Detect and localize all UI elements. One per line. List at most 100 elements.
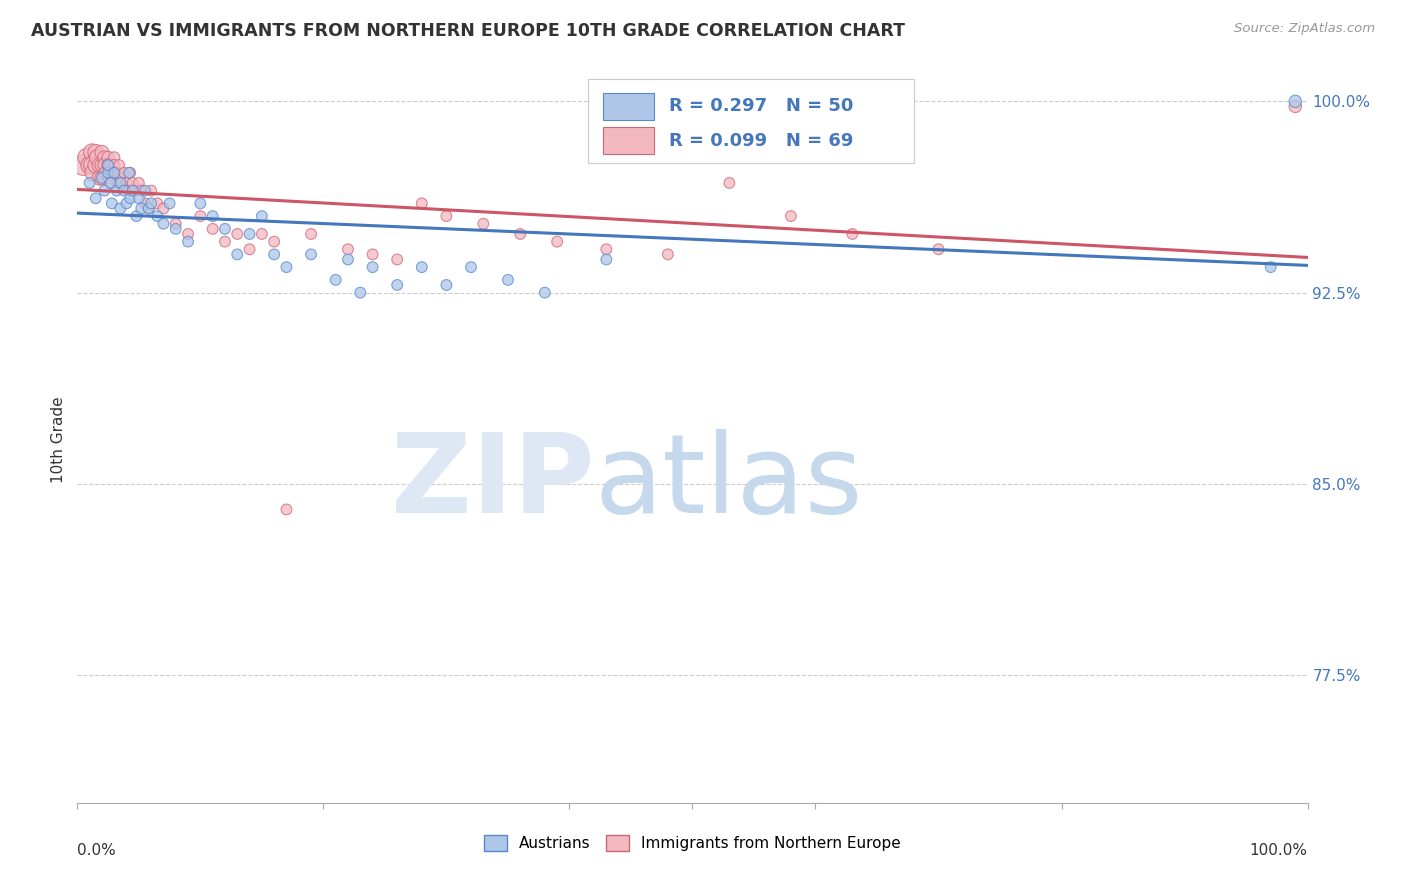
Point <box>472 217 495 231</box>
Point <box>112 166 135 180</box>
Point <box>94 166 117 180</box>
Text: 100.0%: 100.0% <box>1250 843 1308 858</box>
Point <box>100 158 122 172</box>
Point <box>1284 95 1306 109</box>
Text: R = 0.099   N = 69: R = 0.099 N = 69 <box>669 131 853 150</box>
Point <box>93 184 115 198</box>
Point <box>165 222 187 236</box>
Point <box>141 196 163 211</box>
Point <box>385 252 409 267</box>
Point <box>101 166 124 180</box>
Point <box>129 202 153 216</box>
Point <box>509 227 531 241</box>
Point <box>239 242 262 256</box>
Point <box>100 176 122 190</box>
Point <box>337 252 360 267</box>
Point <box>165 217 187 231</box>
Legend: Austrians, Immigrants from Northern Europe: Austrians, Immigrants from Northern Euro… <box>478 829 907 857</box>
Point <box>107 176 129 190</box>
Point <box>125 209 148 223</box>
Point <box>115 176 138 190</box>
Point <box>177 235 200 249</box>
Point <box>595 242 617 256</box>
Point <box>385 277 409 292</box>
Point <box>82 158 104 172</box>
Point <box>411 260 433 274</box>
Point <box>115 196 138 211</box>
Point <box>128 191 150 205</box>
Point <box>214 222 236 236</box>
Point <box>276 260 298 274</box>
Point <box>84 145 107 160</box>
Point <box>79 158 101 172</box>
Point <box>103 151 125 165</box>
Point <box>138 202 160 216</box>
Point <box>90 170 114 185</box>
Point <box>97 158 120 172</box>
Point <box>120 191 142 205</box>
Point <box>1284 99 1306 113</box>
Point <box>146 196 169 211</box>
Point <box>134 184 156 198</box>
Point <box>89 170 111 185</box>
Point <box>111 176 132 190</box>
Point <box>108 158 131 172</box>
Point <box>134 196 156 211</box>
Point <box>436 277 458 292</box>
Point <box>118 166 141 180</box>
Point <box>263 235 285 249</box>
Point <box>718 176 741 190</box>
FancyBboxPatch shape <box>603 127 654 154</box>
Point <box>112 184 135 198</box>
Point <box>546 235 568 249</box>
Point <box>177 227 200 241</box>
Point <box>337 242 360 256</box>
Point <box>841 227 863 241</box>
Point <box>436 209 458 223</box>
Point <box>460 260 482 274</box>
Point <box>110 202 132 216</box>
Point <box>250 227 273 241</box>
Point <box>146 209 169 223</box>
Point <box>90 145 114 160</box>
Point <box>250 209 273 223</box>
Point <box>103 166 125 180</box>
Point <box>226 227 249 241</box>
Point <box>105 184 128 198</box>
Text: 0.0%: 0.0% <box>77 843 117 858</box>
Text: atlas: atlas <box>595 429 862 536</box>
Point <box>152 202 174 216</box>
Point <box>299 227 322 241</box>
Point <box>121 176 143 190</box>
Text: R = 0.297   N = 50: R = 0.297 N = 50 <box>669 97 853 115</box>
Point <box>84 158 107 172</box>
Point <box>239 227 262 241</box>
Y-axis label: 10th Grade: 10th Grade <box>51 396 66 483</box>
Point <box>89 158 111 172</box>
Point <box>325 273 347 287</box>
FancyBboxPatch shape <box>603 93 654 120</box>
Point <box>152 217 174 231</box>
Point <box>93 158 115 172</box>
Point <box>120 166 142 180</box>
Point <box>97 158 120 172</box>
Point <box>97 151 120 165</box>
Point <box>496 273 519 287</box>
Point <box>90 158 114 172</box>
Point <box>188 196 212 211</box>
Point <box>121 184 143 198</box>
Point <box>361 260 384 274</box>
Point <box>1260 260 1282 274</box>
Point <box>79 176 101 190</box>
Point <box>110 176 132 190</box>
Point <box>101 176 124 190</box>
Point <box>411 196 433 211</box>
Point <box>97 166 120 180</box>
Point <box>124 184 146 198</box>
Point <box>263 247 285 261</box>
Point <box>201 209 224 223</box>
Point <box>118 184 141 198</box>
Point <box>595 252 617 267</box>
Point <box>138 202 160 216</box>
Point <box>226 247 249 261</box>
